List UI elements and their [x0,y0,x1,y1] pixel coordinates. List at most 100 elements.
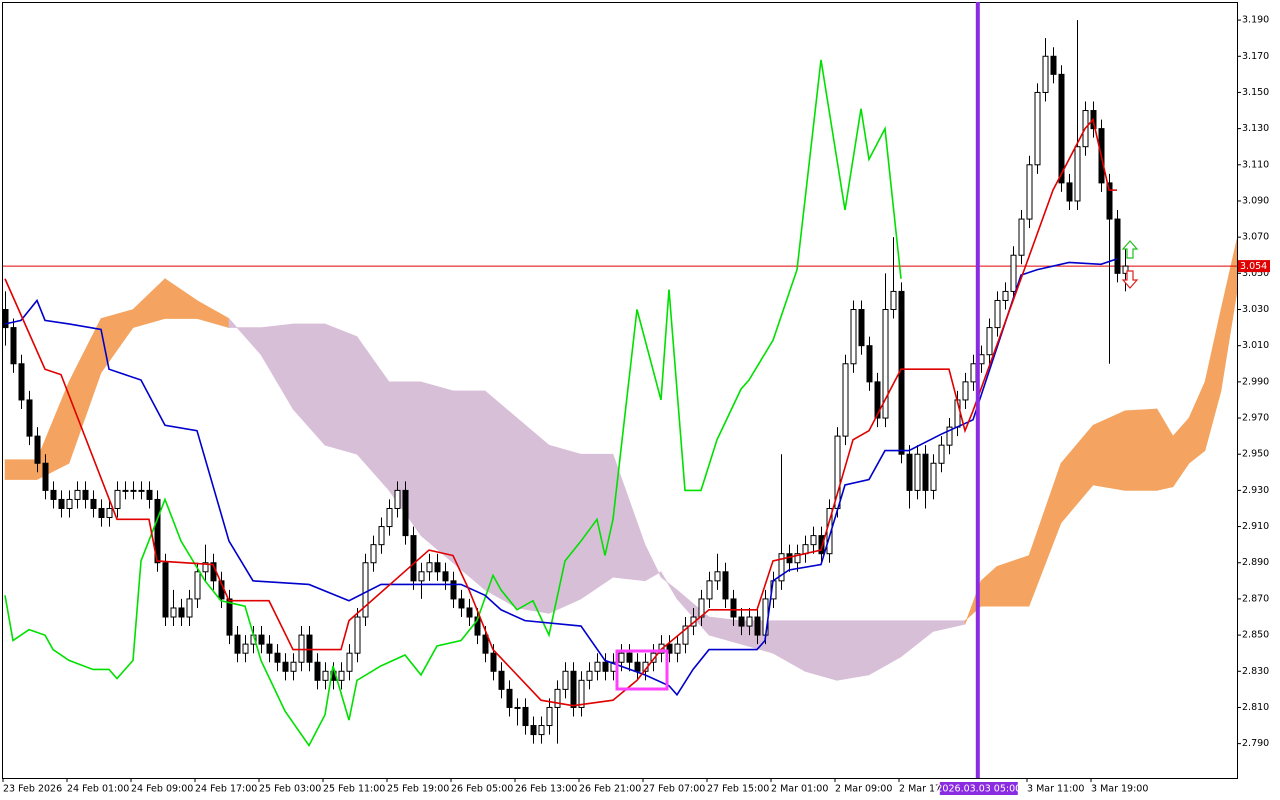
candle-body [810,535,817,546]
candle-body [442,571,449,582]
x-tick-label: 2 Mar 17:00 [899,784,956,795]
candle-body [58,498,65,509]
candle-body [274,652,281,663]
candle-body [738,616,745,627]
candle-body [714,571,721,582]
candle-body [170,607,177,618]
x-tick-label: 24 Feb 17:00 [195,784,257,795]
candle-body [162,562,169,618]
x-tick-label: 26 Feb 05:00 [451,784,513,795]
cursor-label: 2026.03.03 05:00 [936,784,1021,795]
candle-body [242,643,249,654]
candle-body [794,553,801,564]
y-tick-label: 3.170 [1242,51,1269,62]
candle-body [650,652,657,663]
candle-body [858,309,865,347]
candle-body [874,381,881,419]
candle-body [594,661,601,672]
candle-body [290,661,297,672]
candle-body [1122,265,1129,274]
y-tick-label: 3.010 [1242,340,1269,351]
candle-body [90,498,97,509]
cloud-segment [804,620,838,681]
candle-body [938,444,945,464]
y-tick-label: 3.030 [1242,304,1269,315]
cursor-label-box [939,782,1018,795]
candle-body [1018,218,1025,256]
candle-body [1106,182,1113,220]
candle-body [882,309,889,419]
y-tick-label: 2.890 [1242,557,1269,568]
y-tick-label: 3.050 [1242,268,1269,279]
candle-body [34,435,41,464]
candle-body [754,616,761,636]
indicator-line [4,258,1118,697]
y-tick-label: 2.830 [1242,666,1269,677]
x-tick-label: 24 Feb 01:00 [67,784,129,795]
candle-body [498,670,505,690]
candle-body [922,453,929,491]
cloud-segment [836,620,870,681]
candle-body [626,652,633,663]
cloud-segment [4,459,38,480]
candle-body [234,634,241,654]
y-tick-label: 3.130 [1242,123,1269,134]
cloud-segment [516,417,550,614]
candle-body [530,725,537,736]
candle-body [930,462,937,491]
candle-body [410,535,417,582]
candle-body [386,507,393,528]
x-tick-label: 25 Feb 19:00 [387,784,449,795]
candle-body [266,643,273,654]
highlight-box [615,649,669,691]
candle-body [562,670,569,690]
buy-arrow [1121,240,1139,259]
candle-body [394,489,401,509]
candle-body [82,489,89,500]
candle-body [722,571,729,600]
x-tick-label: 23 Feb 2026 [3,784,62,795]
candle-body [618,652,625,663]
candle-body [2,309,9,329]
candle-body [434,562,441,573]
y-tick-label: 2.810 [1242,702,1269,713]
candle-body [298,634,305,663]
cloud-segment [420,381,454,564]
candle-body [186,598,193,618]
candle-body [538,725,545,736]
candle-body [1050,55,1057,75]
candle-body [314,661,321,681]
candle-body [506,688,513,708]
candle-body [1066,182,1073,202]
candle-body [426,562,433,573]
candle-body [674,643,681,654]
plot-frame [2,2,1238,779]
candle-body [106,507,113,519]
candle-body [1074,146,1081,202]
candle-body [402,489,409,537]
candle-body [154,498,161,564]
candle-body [26,399,33,437]
candle-body [514,706,521,709]
candle-body [1034,91,1041,166]
y-tick-label: 3.150 [1242,87,1269,98]
candle-body [66,498,73,509]
candle-body [114,489,121,509]
candle-body [914,453,921,491]
candle-body [970,363,977,383]
cloud-segment [1124,408,1158,491]
candle-body [706,580,713,600]
x-tick-label: 25 Feb 03:00 [259,784,321,795]
candle-body [98,507,105,519]
candle-body [418,571,425,582]
candle-body [890,290,897,311]
y-tick-label: 2.870 [1242,593,1269,604]
x-tick-label: 25 Feb 11:00 [323,784,385,795]
x-tick-label: 27 Feb 15:00 [707,784,769,795]
candle-body [258,634,265,645]
candle-body [578,679,585,708]
y-tick-label: 2.990 [1242,376,1269,387]
plot-area [2,20,1238,747]
candle-body [522,706,529,727]
candle-body [378,526,385,546]
